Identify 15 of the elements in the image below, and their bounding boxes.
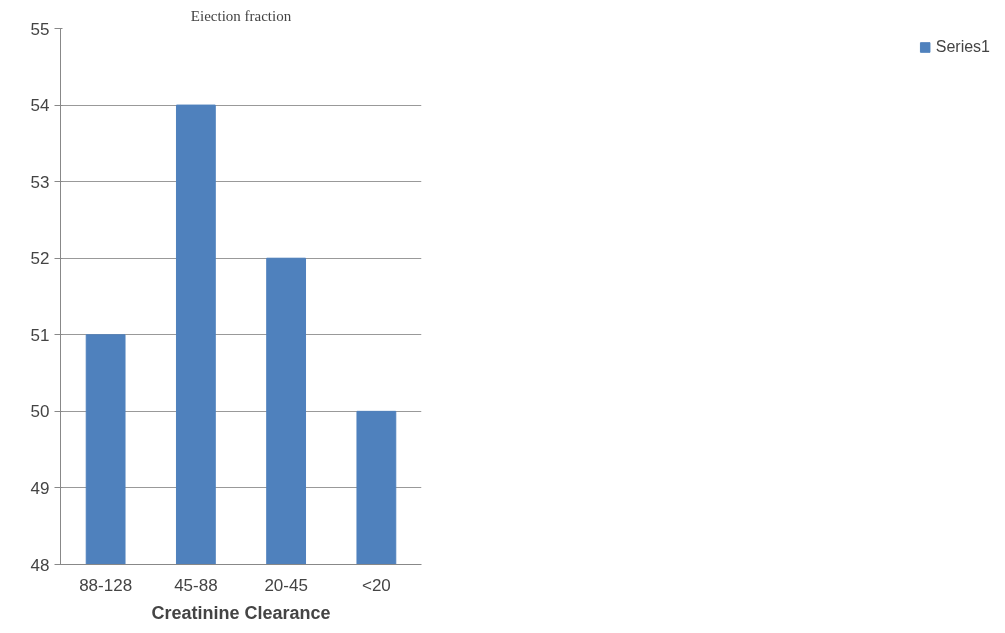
- y-tick-label: 51: [30, 325, 50, 345]
- x-tick-label: 88-128: [79, 575, 133, 595]
- y-tick-label: 52: [30, 249, 50, 269]
- y-tick-label: 48: [30, 555, 50, 575]
- y-tick-label: 49: [30, 478, 50, 498]
- y-tick-label: 54: [30, 96, 50, 116]
- x-tick-label: 20-45: [264, 575, 308, 595]
- x-axis-title: Creatinine Clearance: [151, 602, 331, 623]
- y-tick-label: 55: [30, 19, 50, 39]
- x-tick-label: 45-88: [174, 575, 218, 595]
- y-tick-label: 50: [30, 402, 50, 422]
- x-tick-label: <20: [361, 575, 391, 595]
- y-tick-label: 53: [30, 172, 50, 192]
- chart-title: Eiection fraction: [190, 7, 292, 24]
- legend-label: Series1: [935, 38, 990, 56]
